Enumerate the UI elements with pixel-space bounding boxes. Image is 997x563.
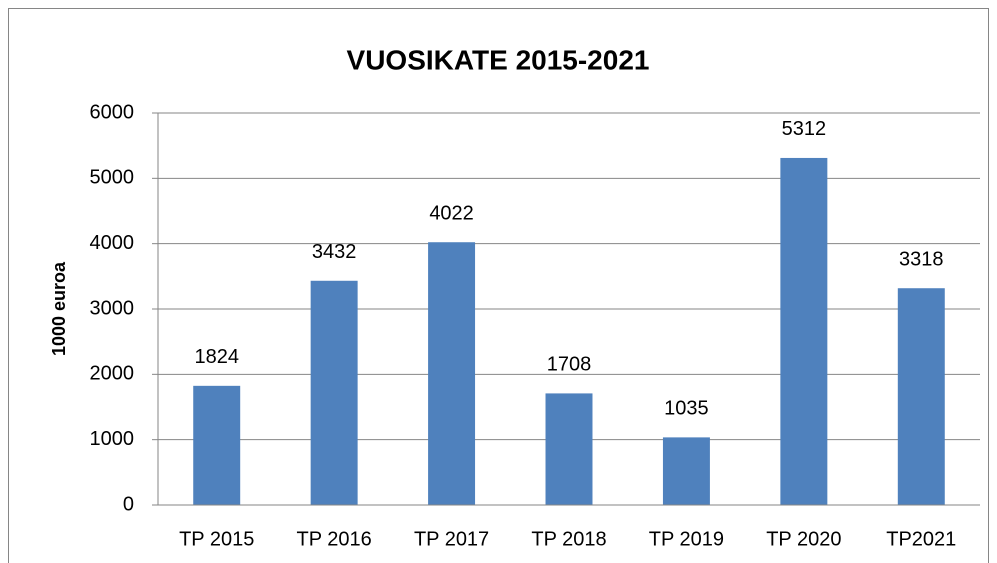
data-label: 1824	[194, 346, 239, 368]
chart-frame	[8, 8, 989, 563]
x-tick-label: TP 2019	[649, 528, 724, 550]
y-tick-label: 6000	[90, 101, 135, 123]
x-tick-label: TP 2017	[414, 528, 489, 550]
x-tick-label: TP 2016	[297, 528, 372, 550]
data-label: 5312	[782, 118, 827, 140]
y-tick-label: 5000	[90, 167, 135, 189]
data-label: 1708	[547, 354, 592, 376]
y-tick-label: 2000	[90, 363, 135, 385]
y-tick-label: 0	[123, 493, 134, 515]
chart-title: VUOSIKATE 2015-2021	[347, 44, 650, 75]
bar	[897, 288, 945, 505]
x-tick-label: TP2021	[886, 528, 956, 550]
y-tick-label: 4000	[90, 232, 135, 254]
x-tick-label: TP 2018	[531, 528, 606, 550]
data-label: 1035	[664, 398, 709, 420]
bar	[193, 385, 241, 505]
bar	[545, 393, 593, 505]
data-label: 3318	[899, 249, 944, 271]
bar	[310, 280, 358, 505]
data-label: 3432	[312, 241, 357, 263]
x-tick-label: TP 2020	[766, 528, 841, 550]
bar	[662, 437, 710, 505]
y-tick-label: 1000	[90, 428, 135, 450]
y-axis-label: 1000 euroa	[49, 261, 69, 356]
x-tick-label: TP 2015	[179, 528, 254, 550]
y-tick-label: 3000	[90, 297, 135, 319]
bar	[780, 157, 828, 505]
bar	[428, 242, 476, 505]
data-label: 4022	[429, 203, 474, 225]
